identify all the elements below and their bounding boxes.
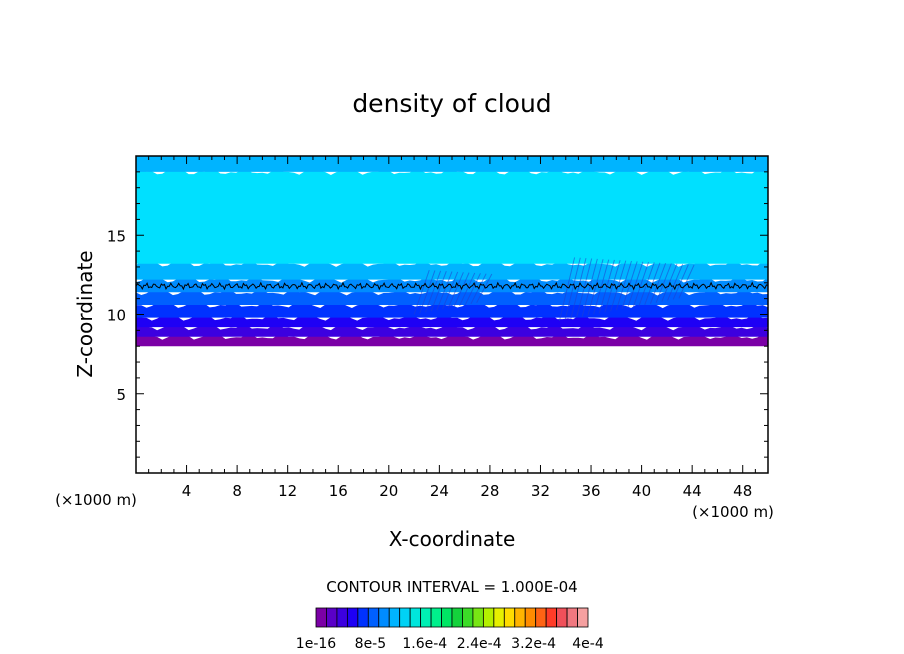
colorbar-swatch — [315, 607, 327, 628]
x-tick-label: 32 — [531, 482, 550, 500]
colorbar-swatch — [556, 607, 568, 628]
ripple-stroke — [436, 271, 453, 311]
colorbar-swatch — [493, 607, 505, 628]
density-layer — [136, 324, 768, 337]
ripple-stroke — [587, 259, 604, 316]
colorbar-label: 4e-4 — [572, 636, 604, 652]
colorbar-swatch — [503, 607, 516, 628]
x-tick-label: 4 — [182, 482, 192, 500]
ripple-stroke — [604, 260, 621, 313]
y-axis-label: Z-coordinate — [73, 250, 97, 377]
colorbar-label: 3.2e-4 — [511, 636, 556, 652]
x-tick-label: 40 — [632, 482, 651, 500]
ripple-stroke — [430, 271, 447, 312]
colorbar-swatch — [346, 607, 359, 628]
y-tick-label: 5 — [116, 386, 126, 404]
colorbar-swatch — [378, 607, 390, 628]
x-axis-unit-left: (×1000 m) — [55, 491, 137, 509]
colorbar-swatch — [577, 607, 589, 628]
colorbar-swatch — [482, 607, 495, 628]
colorbar-swatch — [451, 607, 463, 628]
ripple-stroke — [476, 273, 493, 303]
ripple-stroke — [615, 260, 632, 311]
colorbar-swatch — [545, 607, 558, 628]
y-tick-labels: 5 10 15 — [107, 227, 126, 404]
x-tick-label: 8 — [232, 482, 242, 500]
x-tick-label: 12 — [278, 482, 297, 500]
chart-title: density of cloud — [352, 89, 551, 118]
ripple-stroke — [632, 261, 650, 308]
colorbar-swatch — [472, 607, 484, 628]
colorbar-label: 1e-16 — [296, 636, 336, 652]
x-tick-label: 28 — [480, 482, 499, 500]
colorbar-swatch — [388, 607, 401, 628]
ripple-stroke — [558, 257, 576, 321]
ripple-stroke — [581, 258, 598, 317]
colorbar-label: 1.6e-4 — [402, 636, 447, 652]
ripple-stroke — [442, 271, 459, 310]
x-axis-unit-right: (×1000 m) — [692, 503, 774, 521]
ripple-stroke — [678, 264, 695, 299]
density-layer — [136, 156, 768, 172]
colorbar-swatch — [326, 607, 338, 628]
ripple-stroke — [447, 272, 464, 309]
density-layer — [136, 301, 768, 318]
colorbar-label: 2.4e-4 — [457, 636, 502, 652]
ripple-stroke — [413, 269, 430, 315]
colorbar-swatch — [566, 607, 578, 628]
x-tick-label: 24 — [430, 482, 449, 500]
x-tick-label: 36 — [581, 482, 600, 500]
ripple-stroke — [649, 262, 667, 304]
x-tick-label: 48 — [733, 482, 752, 500]
colorbar-swatch — [409, 607, 422, 628]
x-tick-labels: 4 8 12 16 20 24 28 32 36 40 44 48 — [182, 482, 752, 500]
colorbar-swatch — [420, 607, 432, 628]
ripple-stroke — [464, 273, 481, 306]
colorbar-swatch — [399, 607, 411, 628]
x-tick-label: 44 — [683, 482, 702, 500]
ripple-stroke — [459, 272, 476, 307]
ripple-stroke — [424, 270, 442, 313]
ripple-stroke — [570, 258, 587, 319]
ripple-stroke — [564, 257, 581, 320]
ripple-stroke — [667, 264, 684, 301]
colorbar-swatch — [336, 607, 348, 628]
colorbar-swatch — [462, 607, 474, 628]
y-tick-label: 15 — [107, 227, 126, 245]
y-tick-label: 10 — [107, 307, 126, 325]
colorbar-swatch — [441, 607, 453, 628]
ripple-stroke — [661, 263, 678, 302]
colorbar-labels: 1e-16 8e-5 1.6e-4 2.4e-4 3.2e-4 4e-4 — [296, 636, 604, 652]
contour-line — [135, 281, 769, 291]
contour-interval: CONTOUR INTERVAL = 1.000E-04 — [326, 578, 577, 596]
colorbar-label: 8e-5 — [355, 636, 386, 652]
colorbar-swatch — [514, 607, 526, 628]
colorbar-swatch — [357, 607, 369, 628]
axis-ticks — [136, 156, 768, 473]
plot-fill — [136, 156, 768, 347]
colorbar — [315, 607, 589, 628]
ripple-stroke — [419, 270, 436, 314]
colorbar-swatch — [430, 607, 442, 628]
ripple-stroke — [672, 264, 689, 300]
contour-path — [135, 281, 769, 291]
density-layer — [136, 168, 768, 264]
colorbar-swatch — [524, 607, 537, 628]
x-tick-label: 20 — [379, 482, 398, 500]
ripple-stroke — [655, 263, 672, 303]
x-axis-label: X-coordinate — [389, 527, 516, 551]
colorbar-swatch — [367, 607, 380, 628]
colorbar-swatch — [535, 607, 547, 628]
x-tick-label: 16 — [329, 482, 348, 500]
